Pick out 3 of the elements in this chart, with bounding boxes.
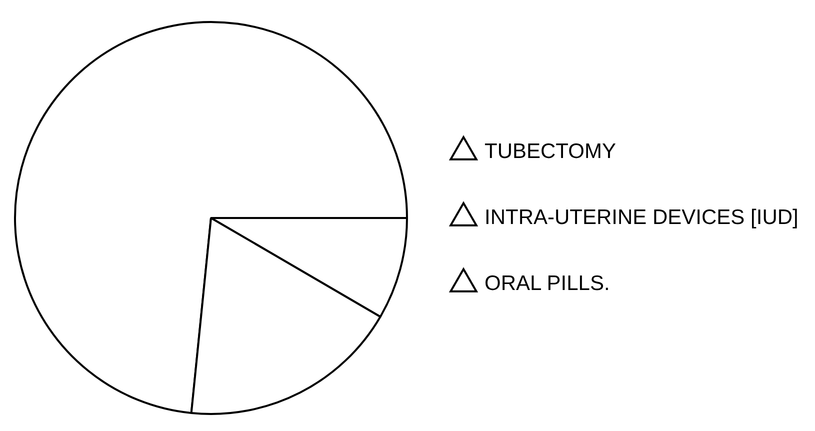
legend-label: INTRA-UTERINE DEVICES [IUD] <box>484 206 798 229</box>
legend-label: TUBECTOMY <box>484 140 616 163</box>
legend-label: ORAL PILLS. <box>484 272 610 295</box>
